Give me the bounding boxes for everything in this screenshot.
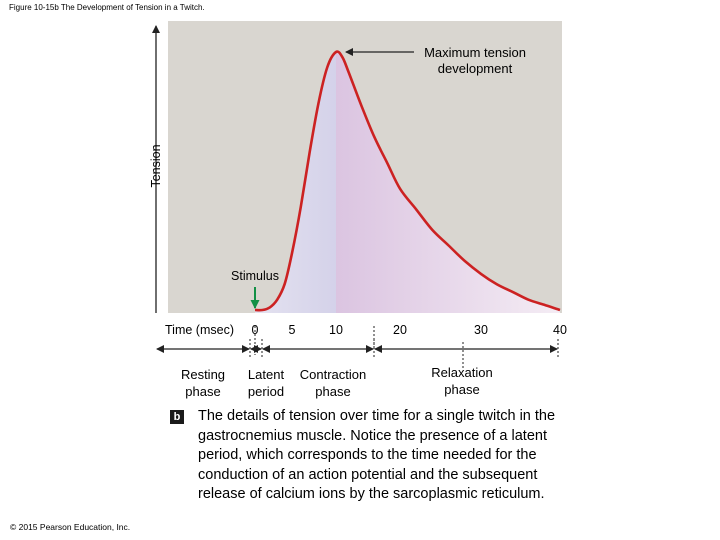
tension-curve <box>254 50 561 312</box>
x-tick-label: 5 <box>289 323 296 337</box>
x-tick-label: 10 <box>329 323 343 337</box>
x-tick-label: 40 <box>553 323 567 337</box>
phase-label: Relaxation phase <box>431 365 492 397</box>
y-axis-label: Tension <box>149 144 163 187</box>
relaxation-phase-fill <box>336 51 560 313</box>
x-axis-label: Time (msec) <box>165 323 234 337</box>
twitch-tension-chart: Tension Maximum tension development Stimu… <box>149 21 567 399</box>
caption-badge: b <box>170 410 184 424</box>
phase-label: Contraction phase <box>300 367 366 399</box>
contraction-phase-fill <box>255 52 336 313</box>
stimulus-label: Stimulus <box>231 269 279 283</box>
peak-annotation: Maximum tension development <box>424 45 526 76</box>
x-tick-label: 30 <box>474 323 488 337</box>
figure-header: Figure 10-15b The Development of Tension… <box>9 3 205 12</box>
caption-text: The details of tension over time for a s… <box>198 408 556 502</box>
copyright-notice: © 2015 Pearson Education, Inc. <box>10 522 131 532</box>
phase-label: Latent period <box>248 367 285 399</box>
x-tick-label: 20 <box>393 323 407 337</box>
phase-label: Resting phase <box>181 367 225 399</box>
